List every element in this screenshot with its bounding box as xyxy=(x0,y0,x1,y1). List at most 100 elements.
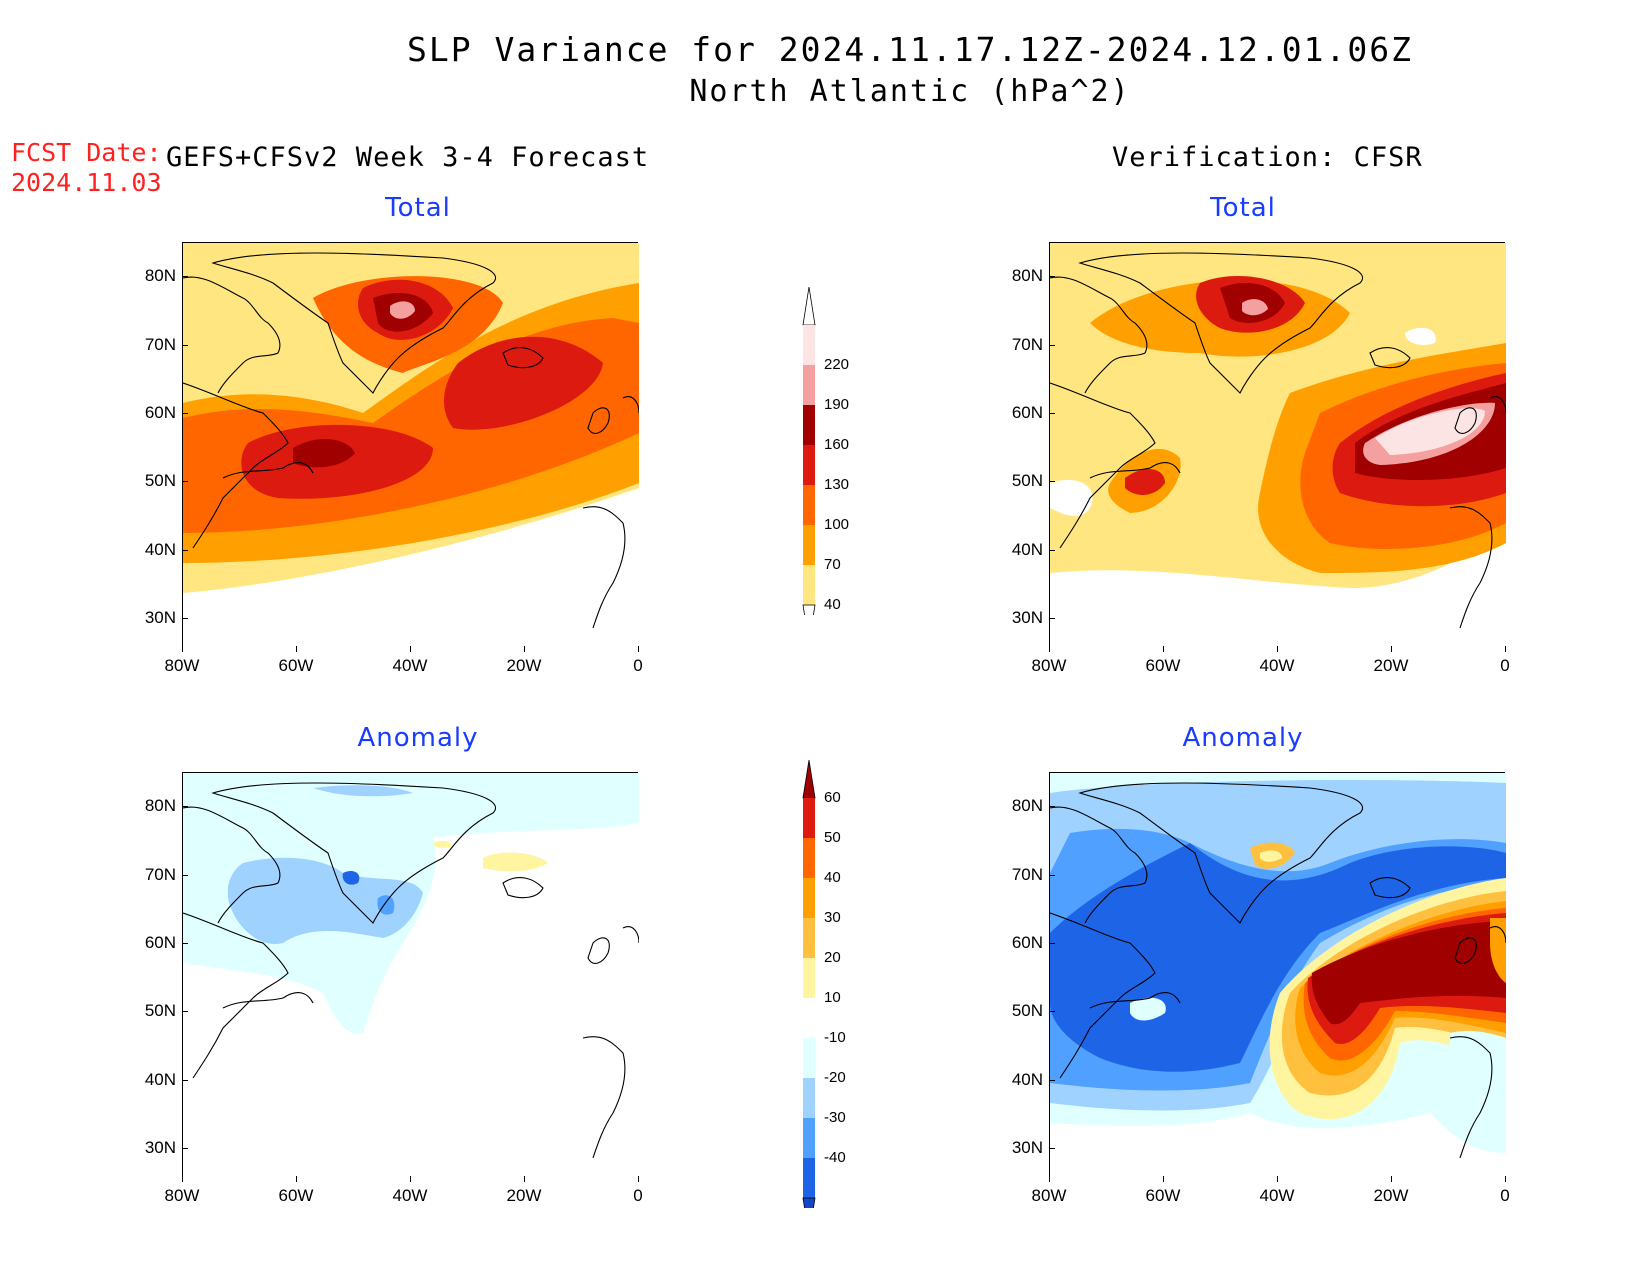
lat-tick-mark xyxy=(1049,942,1055,944)
colorbar-level-label: 40 xyxy=(824,596,841,613)
colorbar-box xyxy=(803,445,815,485)
lat-tick-mark xyxy=(1049,549,1055,551)
total-colorbar: 220 190 160 130 100 70 40 xyxy=(800,285,890,615)
verification-anomaly-map xyxy=(1049,772,1506,1183)
lon-tick-label: 40W xyxy=(1259,656,1295,675)
colorbar-bottom-arrow xyxy=(802,1197,816,1208)
lon-tick-mark xyxy=(638,646,639,652)
anomaly-colorbar-bar xyxy=(802,759,816,1208)
lon-tick-mark xyxy=(1163,1176,1164,1182)
lon-tick-label: 60W xyxy=(278,1186,314,1205)
verification-total-title: Total xyxy=(1210,193,1276,223)
lat-tick-label: 80N xyxy=(1011,796,1043,816)
colorbar-level-label: -20 xyxy=(824,1069,846,1086)
lat-tick-label: 70N xyxy=(144,864,176,884)
lon-tick-mark xyxy=(1391,1176,1392,1182)
lon-tick-label: 0 xyxy=(633,656,643,675)
lat-tick-mark xyxy=(182,1079,188,1081)
lon-tick-mark xyxy=(638,1176,639,1182)
forecast-anomaly-field xyxy=(183,773,639,1183)
lon-tick-mark xyxy=(296,646,297,652)
colorbar-box xyxy=(803,1038,815,1078)
colorbar-level-label: 20 xyxy=(824,949,841,966)
lat-tick-label: 40N xyxy=(144,1069,176,1089)
lon-tick-label: 80W xyxy=(164,1186,200,1205)
lon-tick-mark xyxy=(410,646,411,652)
forecast-column-title: GEFS+CFSv2 Week 3-4 Forecast xyxy=(166,142,650,173)
lat-tick-mark xyxy=(182,344,188,346)
colorbar-box xyxy=(803,998,815,1038)
figure-title: SLP Variance for 2024.11.17.12Z-2024.12.… xyxy=(407,30,1413,69)
colorbar-box xyxy=(803,525,815,565)
coastlines xyxy=(183,252,639,629)
lat-tick-label: 50N xyxy=(1011,1001,1043,1021)
lon-tick-mark xyxy=(410,1176,411,1182)
lat-tick-label: 70N xyxy=(1011,334,1043,354)
lat-tick-label: 30N xyxy=(1011,1137,1043,1157)
lon-tick-mark xyxy=(1049,646,1050,652)
lat-tick-mark xyxy=(1049,1011,1055,1013)
lat-tick-label: 30N xyxy=(144,607,176,627)
lon-tick-mark xyxy=(1391,646,1392,652)
colorbar-box xyxy=(803,838,815,878)
verification-total-map xyxy=(1049,242,1506,653)
lat-tick-label: 60N xyxy=(1011,402,1043,422)
lat-tick-mark xyxy=(1049,617,1055,619)
lat-tick-mark xyxy=(182,276,188,278)
lat-tick-label: 30N xyxy=(1011,607,1043,627)
colorbar-level-label: 50 xyxy=(824,829,841,846)
lon-tick-label: 20W xyxy=(1373,1186,1409,1205)
lat-tick-mark xyxy=(1049,412,1055,414)
colorbar-level-label: -40 xyxy=(824,1149,846,1166)
colorbar-level-label: 100 xyxy=(824,516,850,533)
lon-tick-mark xyxy=(1277,646,1278,652)
lat-tick-mark xyxy=(1049,276,1055,278)
lat-tick-mark xyxy=(182,1011,188,1013)
lat-tick-mark xyxy=(1049,1147,1055,1149)
anomaly-colorbar: 60 50 40 30 20 10 -10 -20 -30 -40 xyxy=(800,758,890,1208)
colorbar-box xyxy=(803,958,815,998)
lat-tick-label: 40N xyxy=(1011,539,1043,559)
lon-tick-label: 0 xyxy=(1500,656,1510,675)
lat-tick-label: 80N xyxy=(1011,266,1043,286)
forecast-anomaly-title: Anomaly xyxy=(357,723,479,753)
colorbar-bottom-arrow xyxy=(802,604,816,615)
lat-tick-mark xyxy=(182,617,188,619)
lon-tick-mark xyxy=(524,1176,525,1182)
lat-tick-mark xyxy=(182,1147,188,1149)
lon-tick-mark xyxy=(182,646,183,652)
fcst-date-value: 2024.11.03 xyxy=(11,168,162,197)
lat-tick-mark xyxy=(182,942,188,944)
colorbar-box xyxy=(803,1078,815,1118)
lat-tick-label: 80N xyxy=(144,266,176,286)
lat-tick-label: 50N xyxy=(1011,471,1043,491)
colorbar-level-label: 60 xyxy=(824,789,841,806)
colorbar-box xyxy=(803,405,815,445)
colorbar-box xyxy=(803,485,815,525)
forecast-anomaly-map xyxy=(182,772,639,1183)
colorbar-level-label: -10 xyxy=(824,1029,846,1046)
lon-tick-label: 60W xyxy=(1145,656,1181,675)
total-colorbar-bar xyxy=(802,286,816,615)
lon-tick-label: 20W xyxy=(506,1186,542,1205)
lon-tick-label: 80W xyxy=(164,656,200,675)
lat-tick-label: 60N xyxy=(144,932,176,952)
lon-tick-mark xyxy=(182,1176,183,1182)
colorbar-level-label: 190 xyxy=(824,396,850,413)
colorbar-box xyxy=(803,918,815,958)
verification-total-field xyxy=(1050,243,1506,653)
lon-tick-label: 20W xyxy=(506,656,542,675)
lat-tick-mark xyxy=(182,549,188,551)
colorbar-level-label: 70 xyxy=(824,556,841,573)
lon-tick-mark xyxy=(1505,1176,1506,1182)
forecast-total-title: Total xyxy=(385,193,451,223)
colorbar-level-label: 30 xyxy=(824,909,841,926)
lat-tick-mark xyxy=(1049,344,1055,346)
lon-tick-mark xyxy=(296,1176,297,1182)
fcst-date-block: FCST Date: 2024.11.03 xyxy=(11,138,162,198)
forecast-total-field xyxy=(183,243,639,653)
lon-tick-label: 0 xyxy=(1500,1186,1510,1205)
lon-tick-mark xyxy=(1049,1176,1050,1182)
lon-tick-mark xyxy=(1277,1176,1278,1182)
lon-tick-mark xyxy=(1505,646,1506,652)
